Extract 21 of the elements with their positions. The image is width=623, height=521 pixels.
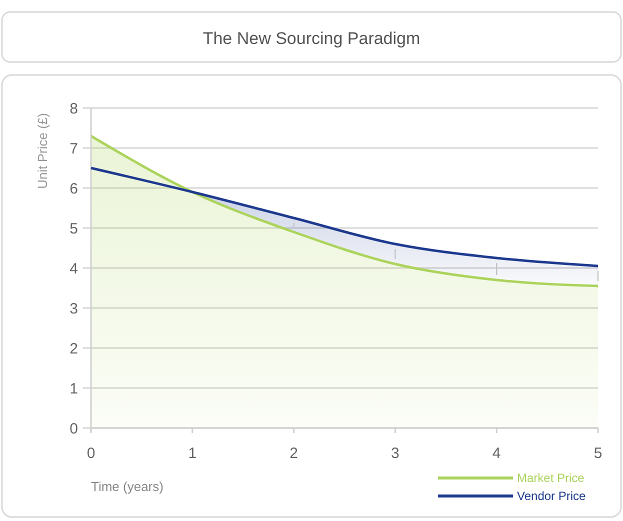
x-tick-label: 2 — [290, 445, 298, 462]
y-axis-title: Unit Price (£) — [35, 113, 50, 189]
x-tick-label: 0 — [86, 445, 96, 462]
x-tick-label: 3 — [391, 445, 400, 462]
chart-title: The New Sourcing Paradigm — [202, 29, 420, 48]
y-tick-label: 8 — [70, 100, 78, 118]
y-tick-label: 5 — [70, 220, 78, 238]
y-tick-label: 4 — [70, 260, 78, 278]
x-tick-label: 4 — [492, 445, 501, 462]
y-tick-label: 2 — [70, 340, 78, 358]
y-tick-label: 0 — [70, 420, 78, 438]
x-axis-title: Time (years) — [91, 479, 164, 494]
line-series — [90, 166, 600, 268]
text: Vendor Price — [517, 489, 586, 504]
text: Market Price — [517, 471, 585, 486]
x-tick-label: 1 — [188, 445, 197, 462]
x-tick-label: 5 — [594, 445, 602, 462]
y-tick-label: 1 — [70, 380, 78, 398]
y-tick-label: 3 — [70, 300, 78, 318]
y-tick-label: 6 — [70, 180, 78, 198]
y-tick-label: 7 — [70, 140, 78, 158]
